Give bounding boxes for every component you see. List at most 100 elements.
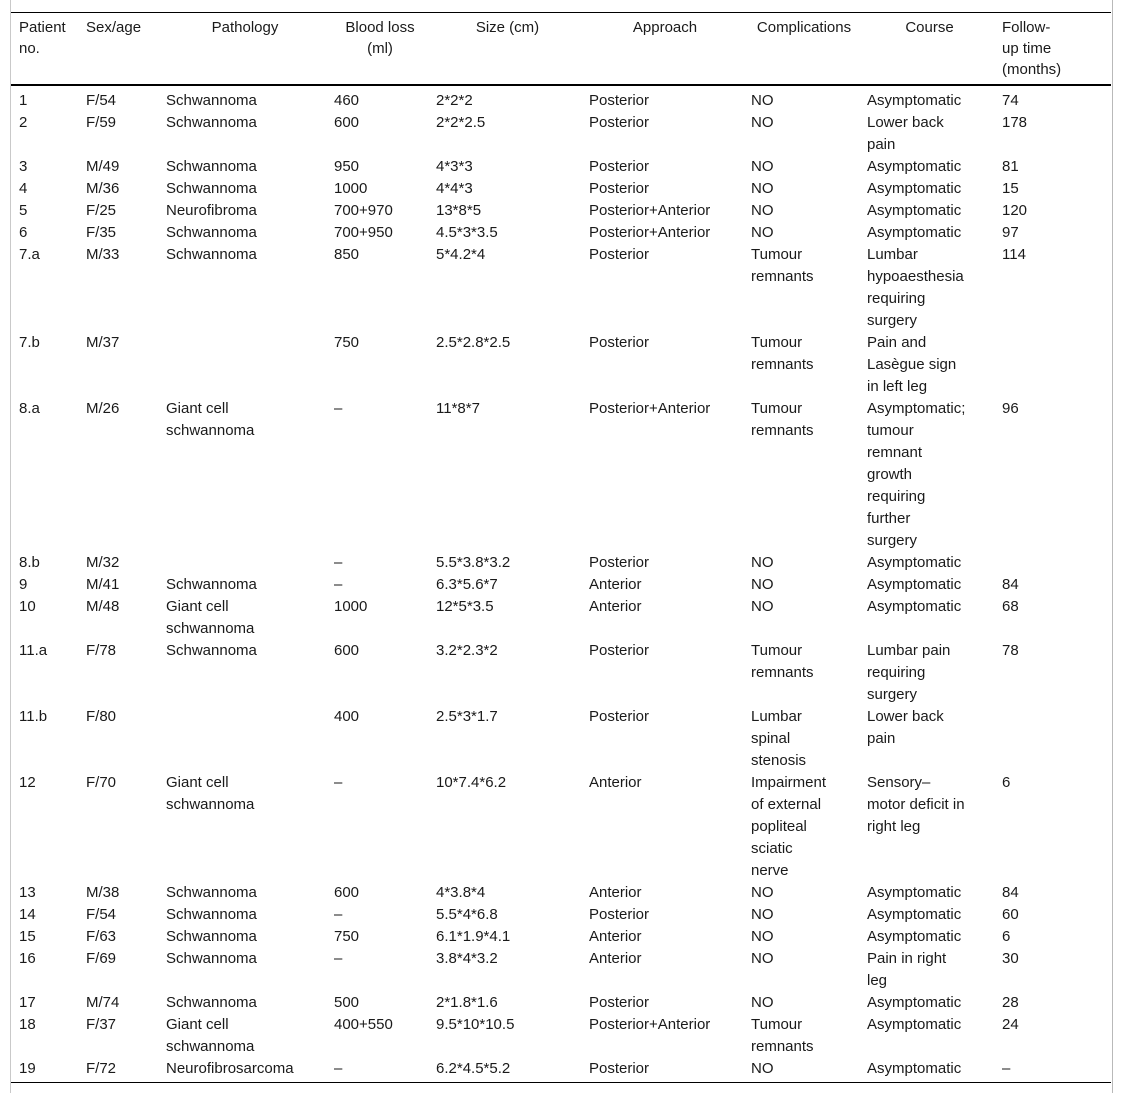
cell-sex-age: M/48 [86, 598, 120, 615]
col-header-approach: Approach [581, 12, 743, 86]
cell-follow-up: 6 [1002, 774, 1011, 791]
cell-sex-age: F/63 [86, 928, 117, 945]
cell-blood-loss: 600 [334, 884, 360, 901]
cell-course: Lumbar hypoaesthesia requiring surgery [867, 246, 964, 329]
cell-blood-loss: 750 [334, 334, 360, 351]
cell-complications: NO [751, 884, 774, 901]
cell-sex-age: F/35 [86, 224, 117, 241]
cell-sex-age: M/32 [86, 554, 120, 571]
col-header-patient-no: Patient no. [11, 12, 78, 86]
cell-patient-no: 10 [19, 598, 36, 615]
cell-approach: Posterior+Anterior [589, 1016, 711, 1033]
cell-size: 4*3*3 [436, 158, 473, 175]
cell-course: Sensory– motor deficit in right leg [867, 774, 965, 835]
cell-complications: Tumour remnants [751, 246, 814, 285]
table-row-11-b: 11.b F/80 400 2.5*3*1.7 Posterior Lumbar spin… [11, 706, 1111, 772]
table-row-8-a: 8.a M/26 Giant cell schwannoma – 11*8*7 Poste… [11, 398, 1111, 552]
cell-approach: Anterior [589, 576, 642, 593]
table-row-10: 10 M/48 Giant cell schwannoma 1000 12*5*3.5 A… [11, 596, 1111, 640]
table-row-18: 18 F/37 Giant cell schwannoma 400+550 9.5*10… [11, 1014, 1111, 1058]
cell-follow-up: 81 [1002, 158, 1019, 175]
cell-pathology: Schwannoma [166, 224, 257, 241]
cell-follow-up: 74 [1002, 92, 1019, 109]
table-row-1: 1 F/54 Schwannoma 460 2*2*2 Posterior NO Asympt… [11, 85, 1111, 112]
cell-approach: Anterior [589, 928, 642, 945]
cell-pathology: Schwannoma [166, 114, 257, 131]
cell-blood-loss: – [334, 400, 343, 417]
cell-sex-age: M/26 [86, 400, 120, 417]
cell-course: Lower back pain [867, 708, 944, 747]
cell-sex-age: F/69 [86, 950, 117, 967]
cell-approach: Posterior [589, 708, 650, 725]
table-row-5: 5 F/25 Neurofibroma 700+970 13*8*5 Posterior+… [11, 200, 1111, 222]
table-row-9: 9 M/41 Schwannoma – 6.3*5.6*7 Anterior NO Asymp… [11, 574, 1111, 596]
cell-size: 10*7.4*6.2 [436, 774, 507, 791]
cell-size: 3.8*4*3.2 [436, 950, 498, 967]
cell-blood-loss: 950 [334, 158, 360, 175]
cell-complications: NO [751, 576, 774, 593]
cell-sex-age: F/59 [86, 114, 117, 131]
table-row-2: 2 F/59 Schwannoma 600 2*2*2.5 Posterior NO Lowe… [11, 112, 1111, 156]
table-row-7-b: 7.b M/37 750 2.5*2.8*2.5 Posterior Tumour rem… [11, 332, 1111, 398]
cell-blood-loss: – [334, 1060, 343, 1077]
cell-patient-no: 13 [19, 884, 36, 901]
cell-size: 9.5*10*10.5 [436, 1016, 515, 1033]
cell-patient-no: 4 [19, 180, 28, 197]
table-header: Patient no. Sex/age Pathology Blood loss (m… [11, 12, 1111, 86]
cell-size: 4.5*3*3.5 [436, 224, 498, 241]
cell-size: 12*5*3.5 [436, 598, 494, 615]
col-header-complications: Complications [743, 12, 859, 86]
cell-complications: NO [751, 92, 774, 109]
cell-approach: Posterior+Anterior [589, 400, 711, 417]
cell-pathology: Schwannoma [166, 642, 257, 659]
cell-patient-no: 1 [19, 92, 28, 109]
cell-blood-loss: 700+970 [334, 202, 393, 219]
cell-patient-no: 7.b [19, 334, 40, 351]
cell-follow-up: – [1002, 1060, 1011, 1077]
cell-approach: Posterior [589, 1060, 650, 1077]
cell-patient-no: 11.b [19, 708, 48, 725]
cell-follow-up: 84 [1002, 884, 1019, 901]
cell-follow-up: 24 [1002, 1016, 1019, 1033]
table-row-13: 13 M/38 Schwannoma 600 4*3.8*4 Anterior NO Asym… [11, 882, 1111, 904]
patients-table: Patient no. Sex/age Pathology Blood loss (m… [11, 12, 1111, 1083]
cell-blood-loss: 600 [334, 642, 360, 659]
cell-course: Asymptomatic [867, 554, 962, 571]
cell-sex-age: M/38 [86, 884, 120, 901]
cell-follow-up [994, 552, 1111, 574]
cell-blood-loss: 400+550 [334, 1016, 393, 1033]
cell-blood-loss: 1000 [334, 598, 368, 615]
cell-approach: Posterior [589, 180, 650, 197]
table-row-15: 15 F/63 Schwannoma 750 6.1*1.9*4.1 Anterior NO… [11, 926, 1111, 948]
cell-pathology: Schwannoma [166, 92, 257, 109]
col-header-pathology: Pathology [158, 12, 326, 86]
cell-approach: Posterior [589, 642, 650, 659]
cell-size: 2*1.8*1.6 [436, 994, 498, 1011]
cell-pathology: Giant cell schwannoma [166, 1016, 255, 1055]
cell-pathology: Schwannoma [166, 906, 257, 923]
cell-approach: Posterior [589, 906, 650, 923]
cell-pathology [158, 706, 326, 772]
col-header-sex-age: Sex/age [78, 12, 158, 86]
cell-patient-no: 14 [19, 906, 36, 923]
cell-size: 11*8*7 [436, 400, 480, 417]
cell-approach: Anterior [589, 884, 642, 901]
cell-patient-no: 2 [19, 114, 28, 131]
cell-patient-no: 5 [19, 202, 28, 219]
col-header-size: Size (cm) [428, 12, 581, 86]
table-row-17: 17 M/74 Schwannoma 500 2*1.8*1.6 Posterior NO A… [11, 992, 1111, 1014]
cell-complications: NO [751, 158, 774, 175]
cell-approach: Posterior [589, 334, 650, 351]
cell-complications: Tumour remnants [751, 400, 814, 439]
cell-course: Asymptomatic; tumour remnant growth requ… [867, 400, 966, 549]
cell-approach: Posterior [589, 246, 650, 263]
cell-sex-age: M/36 [86, 180, 120, 197]
cell-follow-up: 96 [1002, 400, 1019, 417]
cell-size: 4*4*3 [436, 180, 473, 197]
cell-blood-loss: 850 [334, 246, 360, 263]
cell-course: Asymptomatic [867, 1060, 962, 1077]
table-row-19: 19 F/72 Neurofibrosarcoma – 6.2*4.5*5.2 Poste… [11, 1058, 1111, 1083]
cell-sex-age: F/54 [86, 92, 117, 109]
cell-follow-up [994, 706, 1111, 772]
cell-patient-no: 17 [19, 994, 36, 1011]
